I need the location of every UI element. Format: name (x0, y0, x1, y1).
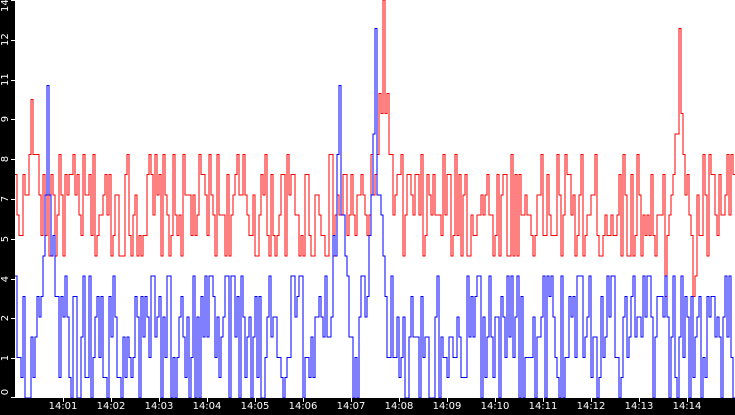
y-tick-label: 4 (0, 275, 11, 283)
y-tick (11, 397, 15, 398)
x-tick-label: 14:01 (48, 401, 78, 412)
x-tick-label: 14:08 (384, 401, 414, 412)
y-tick (11, 80, 15, 81)
y-tick (11, 239, 15, 240)
y-tick (11, 358, 15, 359)
x-tick-label: 14:13 (624, 401, 654, 412)
x-tick-label: 14:07 (336, 401, 366, 412)
x-tick (687, 398, 688, 402)
x-axis: 14:01 14:02 14:03 14:04 14:05 14:06 14:07 14:08… (0, 398, 735, 415)
x-tick-label: 14:06 (288, 401, 318, 412)
chart-lines (15, 0, 735, 398)
x-tick (639, 398, 640, 402)
red-series-line (15, 0, 735, 297)
y-tick-label: 12 (0, 33, 11, 46)
x-tick-label: 14:09 (432, 401, 462, 412)
y-tick (11, 159, 15, 160)
y-tick-label: 14 (0, 0, 11, 12)
y-tick (11, 199, 15, 200)
y-tick (11, 318, 15, 319)
x-tick (399, 398, 400, 402)
y-tick (11, 119, 15, 120)
x-tick-label: 14:04 (192, 401, 222, 412)
x-tick-label: 14:12 (576, 401, 606, 412)
y-axis: 14 12 11 9 8 7 5 4 2 1 0 (0, 0, 15, 398)
y-tick-label: 7 (0, 195, 11, 203)
x-tick (543, 398, 544, 402)
x-tick (303, 398, 304, 402)
y-tick (11, 279, 15, 280)
y-tick-label: 11 (0, 73, 11, 86)
x-tick-label: 14:11 (528, 401, 558, 412)
x-tick (111, 398, 112, 402)
y-tick-label: 8 (0, 155, 11, 163)
y-tick-label: 9 (0, 115, 11, 123)
x-tick (447, 398, 448, 402)
x-tick (63, 398, 64, 402)
x-tick (495, 398, 496, 402)
plot-area (15, 0, 735, 398)
x-tick-label: 14:14 (672, 401, 702, 412)
x-tick-label: 14:10 (480, 401, 510, 412)
y-tick (11, 40, 15, 41)
x-tick (159, 398, 160, 402)
y-tick-label: 1 (0, 354, 11, 362)
x-tick (255, 398, 256, 402)
y-tick-label: 2 (0, 314, 11, 322)
y-tick (11, 0, 15, 1)
y-tick-label: 5 (0, 235, 11, 243)
x-tick (207, 398, 208, 402)
x-tick-label: 14:02 (96, 401, 126, 412)
x-tick (591, 398, 592, 402)
y-tick-label: 0 (0, 388, 11, 396)
x-tick-label: 14:05 (240, 401, 270, 412)
x-tick-label: 14:03 (144, 401, 174, 412)
x-tick (351, 398, 352, 402)
blue-series-line (15, 27, 735, 398)
